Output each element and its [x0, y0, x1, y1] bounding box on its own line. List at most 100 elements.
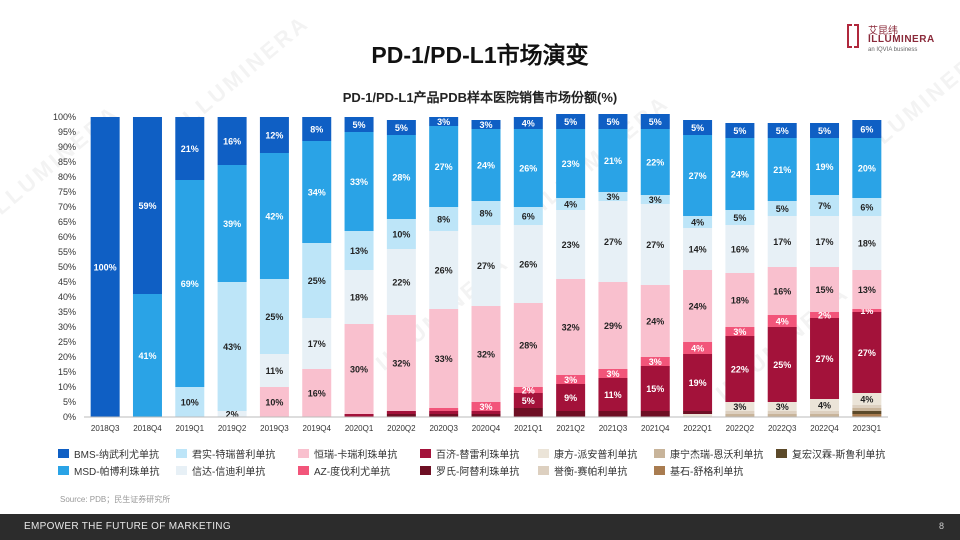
bar-segment	[683, 135, 713, 216]
bar-segment	[471, 306, 501, 402]
bar-segment	[640, 411, 670, 417]
bar-segment	[767, 327, 797, 402]
bar-segment	[725, 411, 755, 414]
bar-segment	[640, 366, 670, 411]
bar-segment	[852, 309, 882, 312]
legend-item: 罗氏-阿替利珠单抗	[420, 463, 520, 478]
bar-segment	[852, 312, 882, 393]
x-tick-label: 2019Q1	[176, 424, 205, 433]
legend-label: 誉衡-赛帕利单抗	[554, 467, 628, 478]
bar-segment	[132, 294, 162, 417]
bar-segment	[259, 153, 289, 279]
x-tick-label: 2022Q2	[726, 424, 755, 433]
bar-segment	[471, 411, 501, 414]
data-label: 11%	[266, 366, 284, 376]
x-tick-label: 2021Q1	[514, 424, 543, 433]
data-label: 5%	[353, 120, 366, 130]
bar-segment	[767, 138, 797, 201]
data-label: 5%	[733, 126, 746, 136]
bar-segment	[810, 312, 840, 318]
data-label: 24%	[689, 302, 707, 312]
data-label: 30%	[350, 365, 368, 375]
legend-item: 恒瑞-卡瑞利珠单抗	[298, 446, 397, 461]
bar-segment	[852, 411, 882, 414]
data-label: 3%	[606, 192, 619, 202]
x-tick-label: 2020Q1	[345, 424, 374, 433]
bar-segment	[810, 123, 840, 138]
x-tick-label: 2021Q3	[599, 424, 628, 433]
y-tick-label: 60%	[58, 232, 76, 242]
data-label: 8%	[479, 209, 492, 219]
bar-segment	[725, 327, 755, 336]
data-label: 33%	[435, 354, 453, 364]
bar-segment	[259, 279, 289, 354]
y-tick-label: 65%	[58, 217, 76, 227]
y-tick-label: 75%	[58, 187, 76, 197]
data-label: 13%	[350, 246, 368, 256]
data-label: 27%	[689, 171, 707, 181]
legend-swatch	[58, 466, 69, 475]
bar-segment	[556, 198, 586, 210]
bar-segment	[217, 282, 247, 411]
x-tick-label: 2022Q4	[810, 424, 839, 433]
bar-segment	[175, 180, 205, 387]
legend-item: 基石-舒格利单抗	[654, 463, 744, 478]
bar-segment	[598, 129, 628, 192]
bar-segment	[683, 270, 713, 342]
legend-label: 复宏汉霖-斯鲁利单抗	[792, 450, 886, 461]
legend-swatch	[538, 449, 549, 458]
y-tick-label: 45%	[58, 277, 76, 287]
legend-label: 基石-舒格利单抗	[670, 467, 744, 478]
data-label: 5%	[776, 126, 789, 136]
data-label: 5%	[733, 213, 746, 223]
legend-swatch	[420, 449, 431, 458]
y-tick-label: 85%	[58, 157, 76, 167]
bar-segment	[513, 207, 543, 225]
data-label: 59%	[138, 201, 156, 211]
data-label: 21%	[604, 156, 622, 166]
data-label: 19%	[689, 378, 707, 388]
data-label: 33%	[350, 177, 368, 187]
data-label: 27%	[816, 354, 834, 364]
data-label: 6%	[522, 212, 535, 222]
legend-swatch	[58, 449, 69, 458]
bar-segment	[429, 231, 459, 309]
data-label: 22%	[392, 278, 410, 288]
data-label: 22%	[646, 158, 664, 168]
legend-swatch	[654, 466, 665, 475]
data-label: 28%	[519, 341, 537, 351]
data-label: 32%	[562, 323, 580, 333]
data-label: 24%	[477, 161, 495, 171]
bar-segment	[852, 414, 882, 417]
bar-segment	[556, 114, 586, 129]
legend-swatch	[298, 449, 309, 458]
bar-segment	[640, 204, 670, 285]
x-tick-label: 2020Q4	[472, 424, 501, 433]
data-label: 3%	[776, 402, 789, 412]
bar-segment	[640, 129, 670, 195]
bar-segment	[640, 114, 670, 129]
bar-segment	[810, 318, 840, 399]
bar-segment	[598, 201, 628, 282]
y-tick-label: 20%	[58, 352, 76, 362]
bar-segment	[471, 402, 501, 411]
bar-segment	[725, 273, 755, 327]
x-tick-label: 2019Q4	[303, 424, 332, 433]
bar-segment	[386, 414, 416, 417]
data-label: 32%	[392, 359, 410, 369]
y-tick-label: 55%	[58, 247, 76, 257]
bar-segment	[767, 201, 797, 216]
bar-segment	[640, 285, 670, 357]
legend-label: 罗氏-阿替利珠单抗	[436, 467, 520, 478]
data-label: 21%	[773, 165, 791, 175]
bar-segment	[259, 354, 289, 387]
data-label: 43%	[223, 342, 241, 352]
x-tick-label: 2023Q1	[853, 424, 882, 433]
logo-tagline: an IQVIA business	[868, 47, 918, 53]
bar-segment	[852, 408, 882, 411]
bar-segment	[386, 411, 416, 414]
bar-segment	[217, 165, 247, 282]
data-label: 32%	[477, 350, 495, 360]
legend-label: MSD-帕博利珠单抗	[74, 467, 160, 478]
bar-segment	[302, 318, 332, 369]
